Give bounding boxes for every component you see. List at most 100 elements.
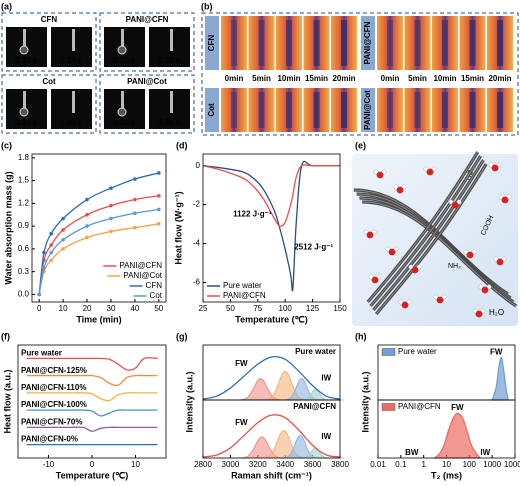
oxygen [411,266,419,274]
fiber-highlight [362,201,517,307]
y-tick-label: 0.6 [18,244,30,253]
hydrogen [501,256,507,262]
series-line [26,357,158,371]
x-tick-label: 3800 [331,460,349,469]
x-tick-label: 100 [279,304,293,313]
time-label: 0min [381,74,400,83]
y-tick-label: 1.2 [18,198,30,207]
y-axis-label: Heat flow (W·g⁻¹) [173,191,183,264]
time-label: 0.10 s [15,56,37,65]
marker [109,186,113,190]
fiber-highlight [373,159,484,311]
x-tick-label: 40 [130,304,139,313]
series-label: Pure water [21,349,62,358]
annotation: FW [235,418,248,427]
fabric [497,92,503,128]
series-label: PANI@CFN-0% [21,435,78,444]
hydrogen [441,294,447,300]
legend-swatch [381,348,396,356]
fiber-highlight [375,163,487,315]
hydrogen [406,299,412,305]
hydrogen [371,229,377,235]
annotation: IW [321,374,331,383]
marker [109,203,113,208]
marker [61,237,65,242]
hydrogen [463,249,469,255]
x-tick-label: 2800 [194,460,212,469]
fabric [170,91,173,113]
hydrogen [493,256,499,262]
y-axis-label: Water absorption mass (g) [3,171,13,284]
fabric [414,92,421,128]
photo [51,89,92,129]
oxygen [376,171,384,179]
sample-name: Cot [207,103,216,117]
cell-frame [99,74,195,134]
sample-strip [361,88,375,132]
annotation: IW [321,432,331,441]
time-label: 1.60 s [60,118,82,127]
legend-swatch [381,403,396,411]
series-line [26,409,158,417]
panel-label: (b) [201,1,213,11]
series-label: PANI@CFN-125% [21,366,87,375]
x-tick-label: 50 [154,304,163,313]
fiber-highlight [370,155,481,307]
plot-frame [202,153,341,303]
plot-frame [377,399,516,459]
time-label: 0min [225,74,244,83]
marker [42,266,46,270]
x-tick-label: 1 [421,460,426,469]
hydrogen [398,299,404,305]
series-line [432,412,482,459]
legend-label: CFN [146,281,163,290]
annotation: BW [405,448,419,457]
hydrogen [416,264,422,270]
annotation: 1122 J·g⁻¹ [233,209,272,218]
sample-name: CFN [207,35,216,52]
series-label: PANI@CFN-100% [21,400,87,409]
hydrogen [480,308,486,314]
photo [51,27,92,67]
fabric [72,91,75,113]
marker [49,258,53,263]
hydrogen [448,199,454,205]
series-line [38,223,159,295]
legend-label: PANI@Cot [123,271,162,280]
x-tick-label: 0 [90,460,95,469]
oxygen [496,258,504,266]
hydrogen [381,169,387,175]
x-tick-label: 50 [226,304,235,313]
hydrogen [498,194,504,200]
marker [49,243,53,247]
series-line [202,164,340,227]
cell-frame [99,12,195,72]
fabric [469,20,476,66]
series-line [202,414,341,458]
fabric [442,92,448,128]
sample-name: CFN [41,15,58,24]
hydrogen [408,264,414,270]
time-label: 0.50 s [158,56,180,65]
hydrogen [385,246,391,252]
legend-label: H₂O [489,308,504,317]
annotation: FW [235,359,248,368]
marker [133,211,137,215]
oxygen [436,296,444,304]
marker [49,231,53,236]
fabric [72,29,75,51]
hydrogen [496,162,502,168]
oxygen [481,286,489,294]
fabric [469,92,476,128]
time-label: 0.10 s [15,118,37,127]
panel-frame [201,12,519,136]
legend-label: PANI@CFN [119,261,162,270]
legend-label: PANI@CFN [398,402,441,411]
marker [109,216,113,221]
x-tick-label: 3400 [276,460,294,469]
hydrogen [393,246,399,252]
oxygen [426,168,434,176]
x-tick-label: 1000 [483,460,501,469]
x-tick-label: 150 [333,304,347,313]
